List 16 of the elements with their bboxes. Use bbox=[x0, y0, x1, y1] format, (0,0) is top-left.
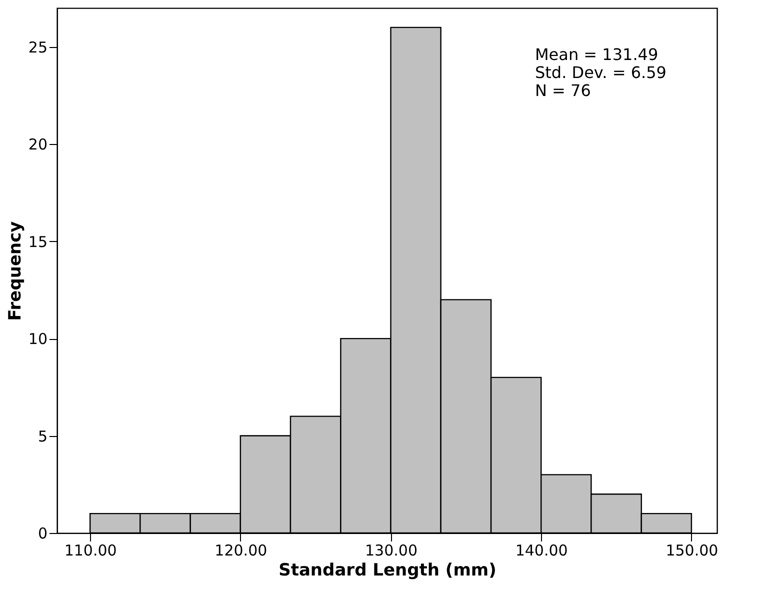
y-tick-label: 5 bbox=[38, 427, 48, 446]
y-tick-label: 15 bbox=[28, 232, 48, 251]
y-tick-label: 20 bbox=[28, 136, 48, 154]
annotation: Std. Dev. = 6.59 bbox=[535, 63, 666, 82]
y-tick-label: 25 bbox=[28, 38, 48, 56]
x-tick-label: 140.00 bbox=[515, 542, 568, 560]
annotation: Mean = 131.49 bbox=[535, 45, 658, 64]
x-axis-title: Standard Length (mm) bbox=[278, 560, 496, 580]
x-tick-label: 110.00 bbox=[64, 542, 117, 560]
y-axis-title: Frequency bbox=[5, 221, 26, 321]
x-tick-label: 120.00 bbox=[214, 542, 268, 560]
x-tick-label: 150.00 bbox=[666, 542, 718, 560]
annotation: N = 76 bbox=[535, 81, 591, 100]
y-tick-label: 0 bbox=[38, 524, 48, 542]
y-tick-label: 10 bbox=[28, 330, 48, 348]
x-tick-label: 130.00 bbox=[365, 542, 418, 560]
